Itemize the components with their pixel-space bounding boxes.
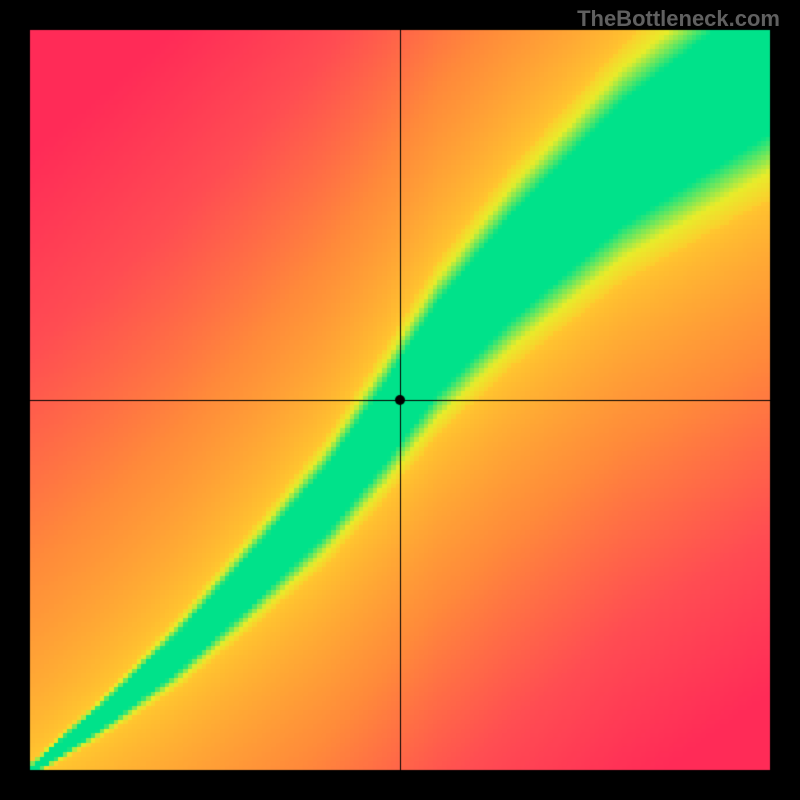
bottleneck-heatmap xyxy=(0,0,800,800)
source-watermark: TheBottleneck.com xyxy=(577,6,780,32)
chart-container: TheBottleneck.com xyxy=(0,0,800,800)
